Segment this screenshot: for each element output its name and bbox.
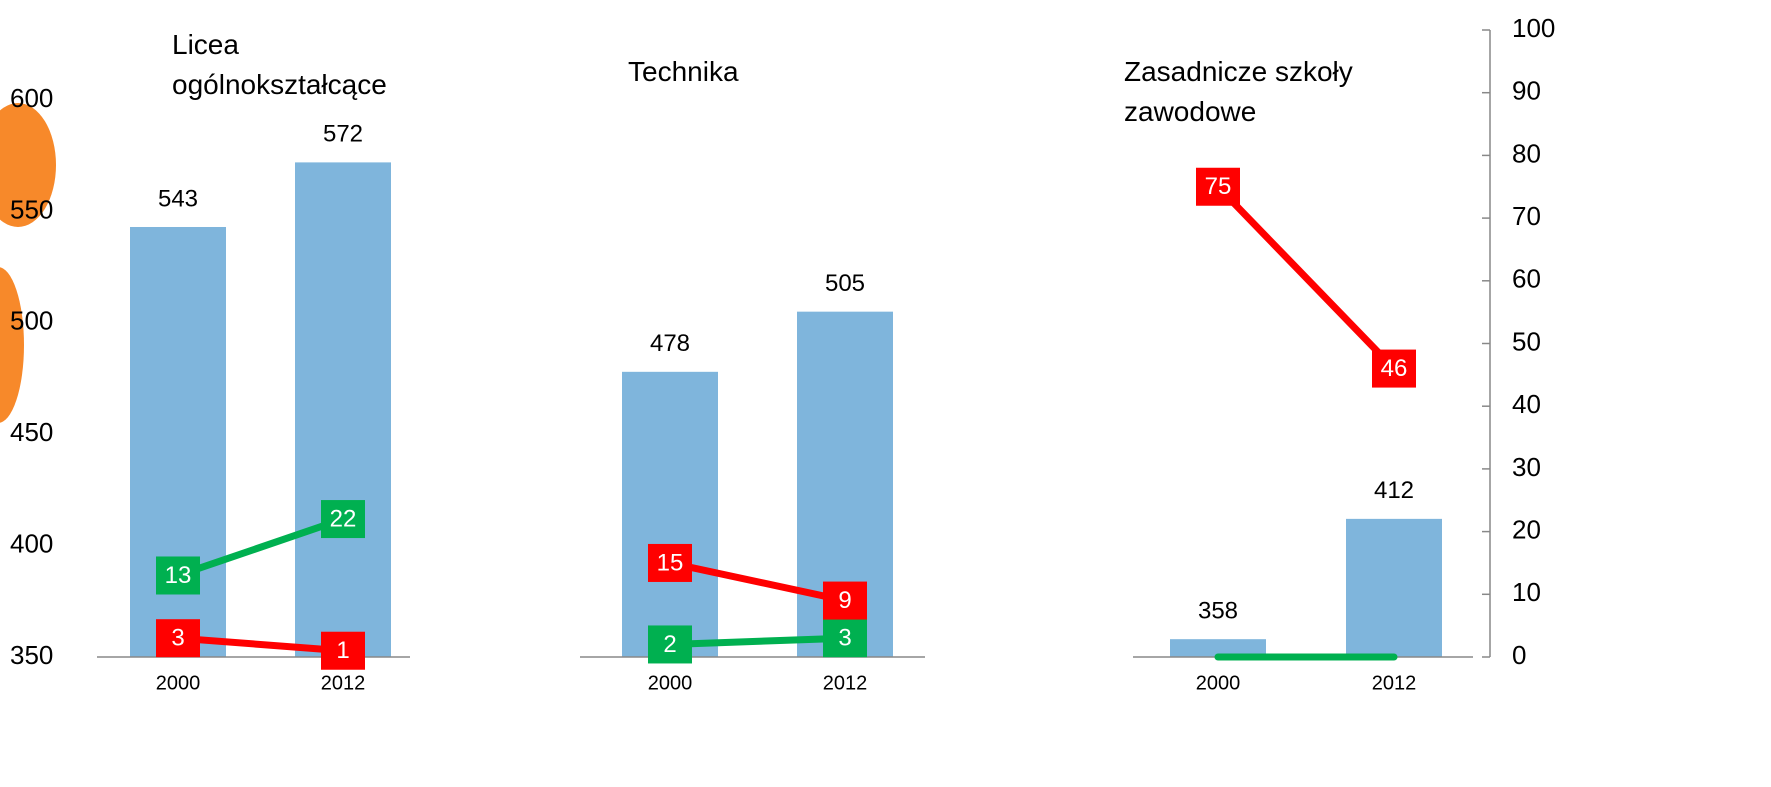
y2-tick-label: 60 [1512, 264, 1541, 294]
y-tick-label: 550 [10, 194, 53, 224]
value-label: 22 [330, 505, 357, 532]
value-label: 505 [825, 270, 865, 297]
chart-title: Zasadnicze szkoły zawodowe [1124, 52, 1424, 132]
x-tick-label: 2000 [1196, 672, 1241, 694]
value-label: 9 [838, 587, 851, 614]
bar [295, 162, 391, 657]
value-label: 46 [1381, 355, 1408, 382]
value-label: 572 [323, 121, 363, 148]
y2-tick-label: 30 [1512, 452, 1541, 482]
y2-tick-label: 40 [1512, 389, 1541, 419]
decoration [0, 267, 24, 423]
y2-tick-label: 50 [1512, 326, 1541, 356]
y2-tick-label: 90 [1512, 76, 1541, 106]
y-tick-label: 600 [10, 83, 53, 113]
y2-tick-label: 0 [1512, 640, 1526, 670]
line-series [1218, 187, 1394, 369]
value-label: 543 [158, 185, 198, 212]
x-tick-label: 2012 [1372, 672, 1417, 694]
value-label: 3 [838, 625, 851, 652]
chart: 3504004505005506002000201254357213223120… [0, 0, 1771, 787]
page: 3504004505005506002000201254357213223120… [0, 0, 1771, 787]
x-tick-label: 2012 [321, 672, 366, 694]
y-tick-label: 400 [10, 528, 53, 558]
y2-tick-label: 70 [1512, 201, 1541, 231]
x-tick-label: 2000 [648, 672, 693, 694]
x-tick-label: 2000 [156, 672, 201, 694]
y-tick-label: 350 [10, 640, 53, 670]
y2-tick-label: 20 [1512, 514, 1541, 544]
value-label: 15 [657, 549, 684, 576]
x-tick-label: 2012 [823, 672, 868, 694]
y2-tick-label: 10 [1512, 577, 1541, 607]
y-tick-label: 450 [10, 417, 53, 447]
value-label: 358 [1198, 598, 1238, 625]
bar [622, 372, 718, 657]
value-label: 75 [1205, 173, 1232, 200]
chart-title: Licea ogólnokształcące [172, 25, 452, 105]
y2-tick-label: 80 [1512, 138, 1541, 168]
value-label: 412 [1374, 477, 1414, 504]
value-label: 478 [650, 330, 690, 357]
bar [1346, 519, 1442, 657]
chart-title: Technika [628, 52, 928, 92]
y2-tick-label: 100 [1512, 13, 1555, 43]
value-label: 13 [165, 562, 192, 589]
value-label: 3 [171, 625, 184, 652]
value-label: 2 [663, 631, 676, 658]
y-tick-label: 500 [10, 306, 53, 336]
value-label: 1 [336, 637, 349, 664]
